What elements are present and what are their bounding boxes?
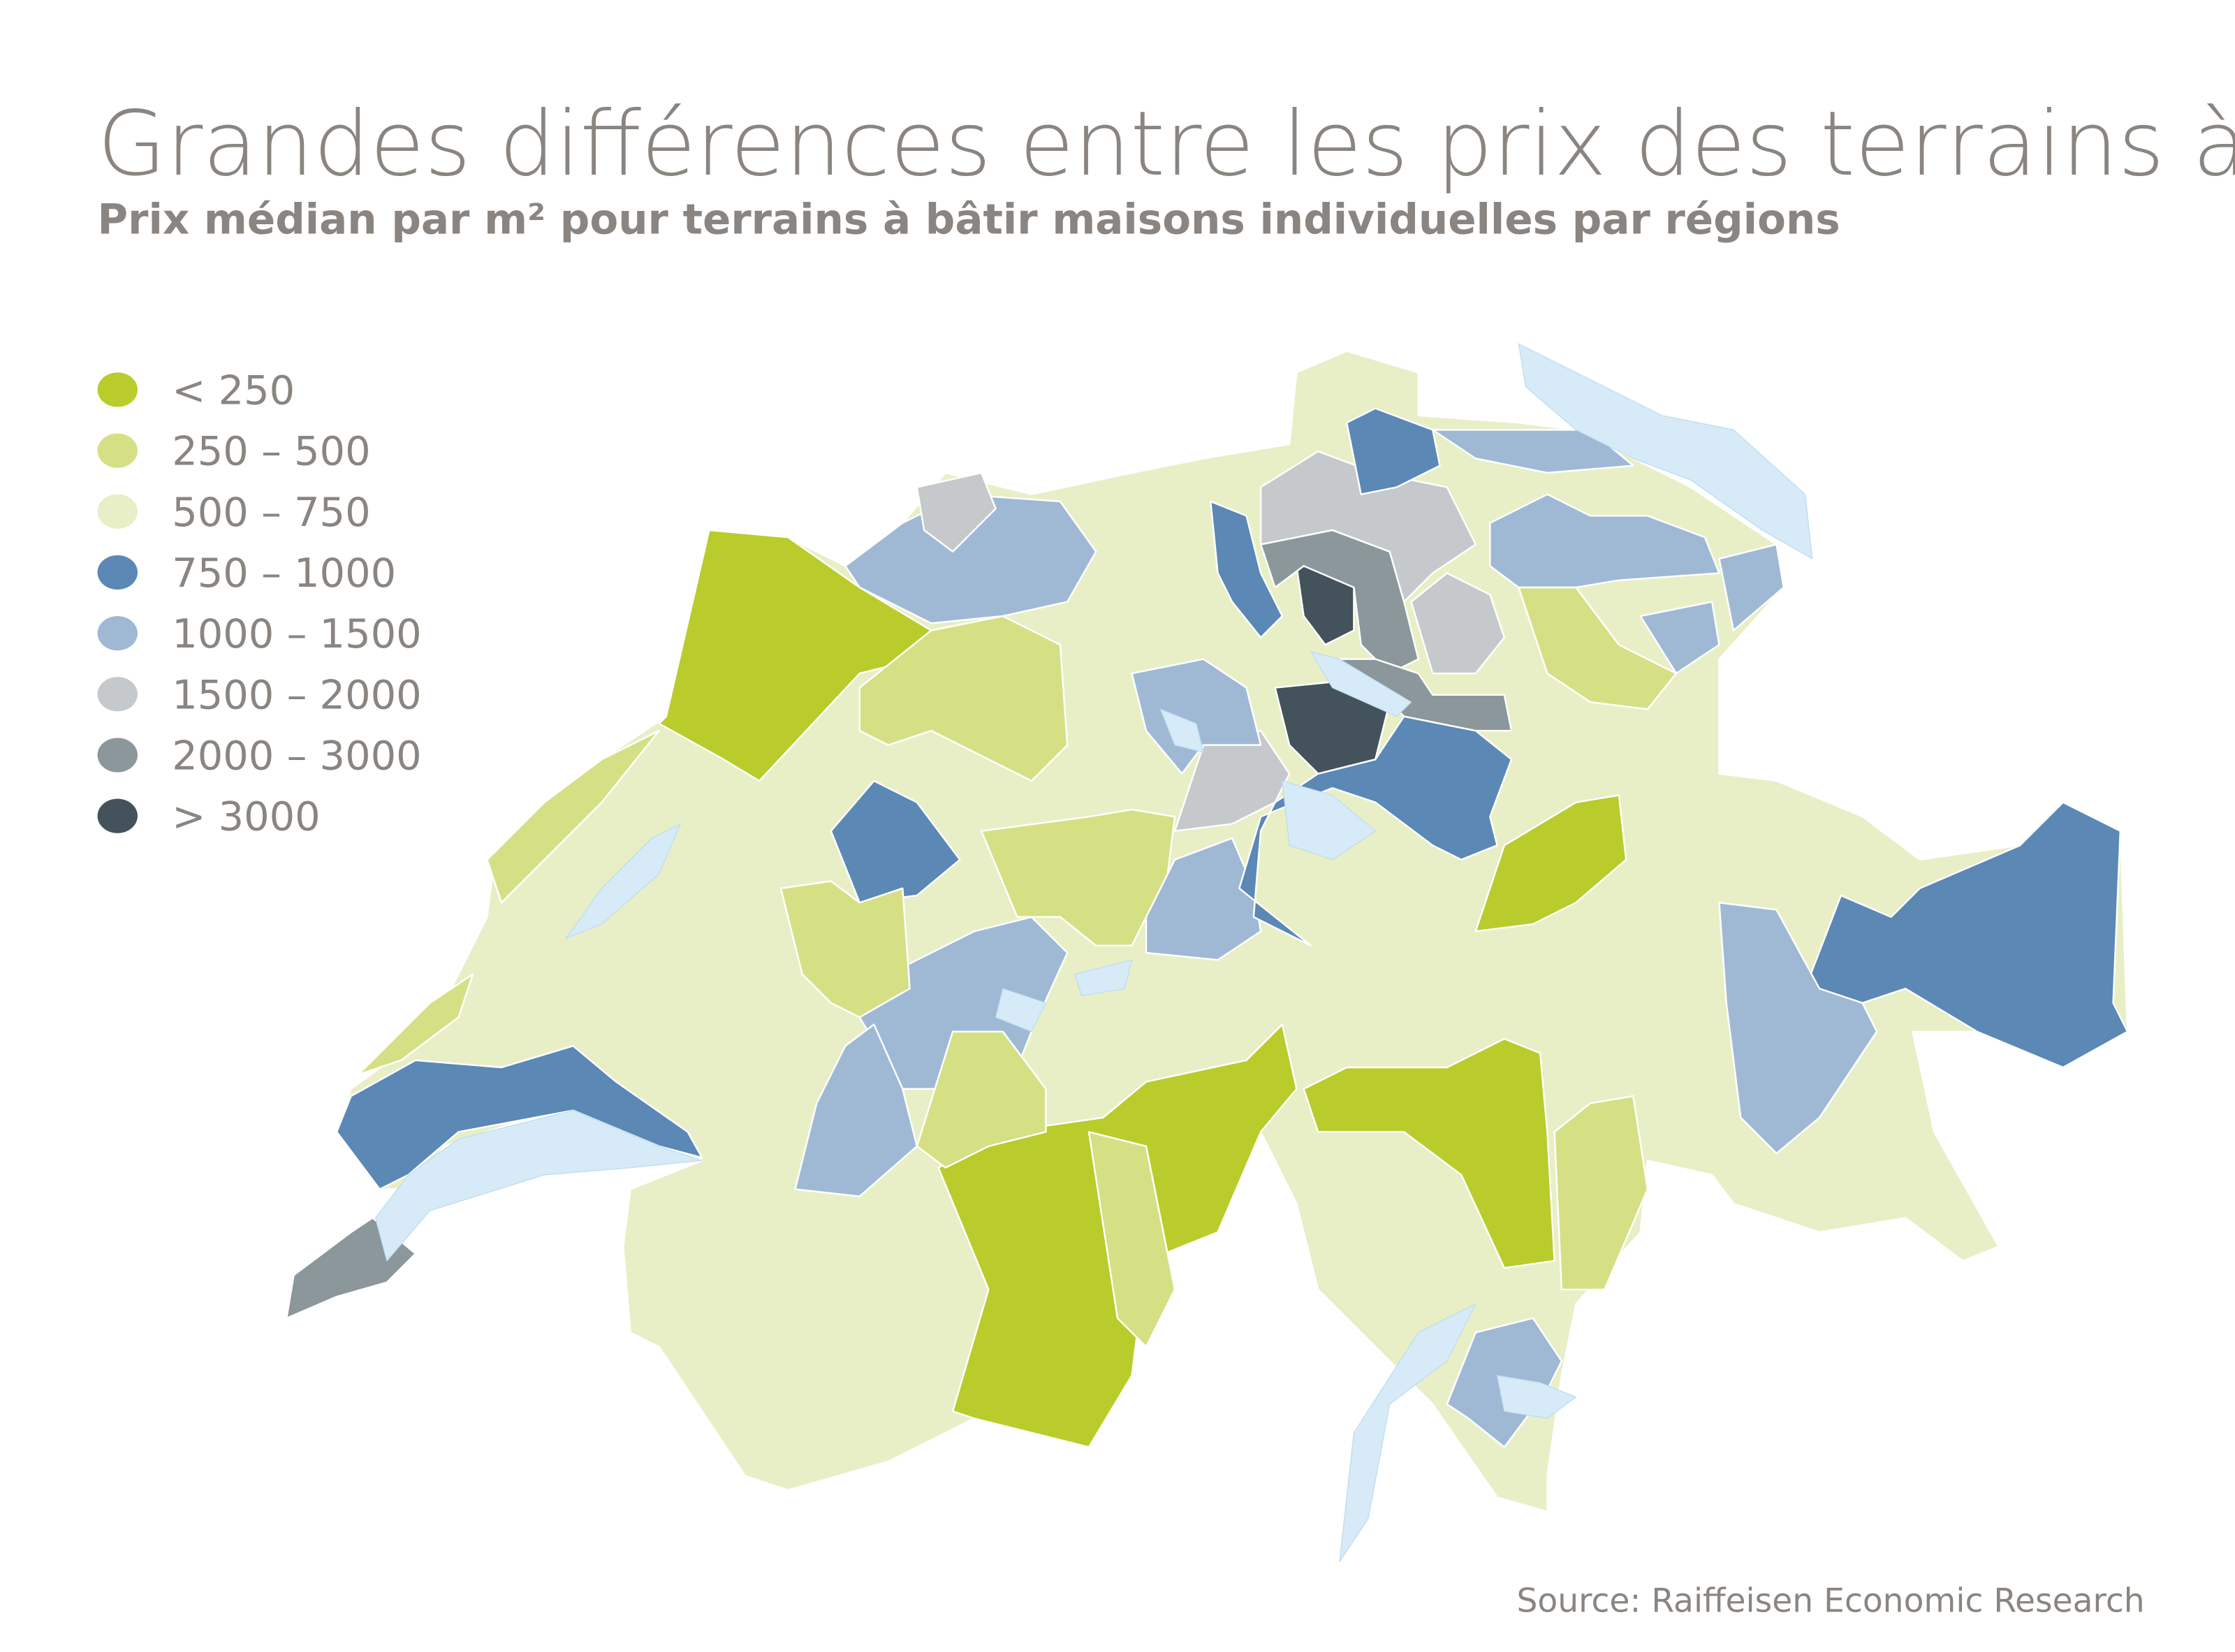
lake <box>374 1110 703 1262</box>
legend-label: 500 – 750 <box>172 489 370 536</box>
lake <box>995 988 1047 1032</box>
lake <box>1073 959 1133 997</box>
legend-swatch <box>97 433 138 468</box>
lake <box>1496 1375 1577 1419</box>
lake <box>1282 780 1377 861</box>
legend-swatch <box>97 555 138 590</box>
legend-swatch <box>97 616 138 651</box>
map-region <box>1345 407 1441 495</box>
map-region <box>335 1045 703 1190</box>
legend-swatch <box>97 798 138 833</box>
map-region <box>916 472 997 553</box>
map-region <box>486 729 660 904</box>
legend-label: 1500 – 2000 <box>172 671 422 718</box>
legend-swatch <box>97 494 138 529</box>
map-region <box>1432 429 1634 474</box>
map-region <box>1718 543 1785 631</box>
map-region <box>858 615 1069 782</box>
map-region <box>1518 586 1678 710</box>
legend-label: < 250 <box>172 367 295 414</box>
legend-label: 250 – 500 <box>172 428 370 475</box>
lake <box>564 823 682 940</box>
switzerland-map <box>286 343 2129 1563</box>
map-region <box>1474 794 1627 933</box>
map-region <box>1410 572 1506 675</box>
map-region <box>1639 601 1720 675</box>
lake <box>1518 343 1813 560</box>
legend-label: > 3000 <box>172 794 321 840</box>
map-region <box>794 1023 918 1197</box>
map-region <box>1553 1095 1649 1291</box>
source-note: Source: Raiffeisen Economic Research <box>1516 1582 2144 1621</box>
lake <box>1310 651 1412 717</box>
legend-swatch <box>97 372 138 407</box>
legend-label: 2000 – 3000 <box>172 732 422 779</box>
map-region <box>1238 715 1513 947</box>
map-region <box>1489 493 1720 589</box>
legend-swatch <box>97 677 138 712</box>
map-region <box>779 880 911 1018</box>
map-region <box>1131 658 1262 775</box>
map-region <box>1718 902 1878 1155</box>
map-region <box>1210 500 1284 639</box>
page-subtitle: Prix médian par m² pour terrains à bâtir… <box>98 196 1840 244</box>
page-title: Grandes différences entre les prix des t… <box>98 92 2235 196</box>
legend-swatch <box>97 738 138 773</box>
map-region <box>980 808 1176 947</box>
lake <box>1339 1303 1477 1563</box>
lake <box>1159 708 1204 753</box>
map-region <box>1087 1131 1176 1348</box>
map-region <box>357 973 474 1076</box>
legend-label: 1000 – 1500 <box>172 611 422 657</box>
legend-label: 750 – 1000 <box>172 550 396 597</box>
map-region <box>1804 801 2129 1069</box>
map-region <box>916 1030 1047 1169</box>
legend: < 250 250 – 500 500 – 750 750 – 1000 1000 – … <box>97 367 422 840</box>
map-region <box>1303 1037 1555 1269</box>
